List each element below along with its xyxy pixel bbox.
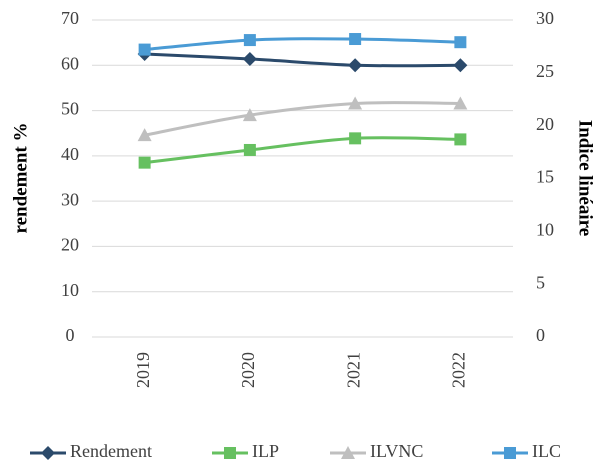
series-line [144, 37, 461, 52]
data-point [454, 36, 467, 49]
x-tick-label: 2022 [449, 352, 469, 388]
data-point [454, 133, 467, 146]
series-line [144, 101, 461, 137]
data-point [348, 58, 363, 73]
data-point [243, 34, 256, 47]
y2-tick-label: 15 [536, 167, 554, 187]
series-line [144, 136, 461, 165]
data-point [243, 143, 256, 156]
y-axis-title: rendement % [10, 123, 31, 234]
x-tick-label: 2021 [343, 352, 363, 388]
data-point [138, 43, 151, 56]
data-point [348, 96, 363, 110]
legend-marker [224, 447, 236, 459]
y-tick-label: 30 [61, 189, 79, 209]
data-point [349, 33, 362, 46]
y2-tick-label: 20 [536, 114, 554, 134]
x-tick-label: 2020 [238, 352, 258, 388]
y2-tick-label: 25 [536, 61, 554, 81]
data-point [242, 108, 257, 122]
y-tick-label: 50 [61, 99, 79, 119]
y-tick-label: 10 [61, 280, 79, 300]
legend-marker [504, 447, 516, 459]
y-tick-label: 0 [66, 325, 75, 345]
legend-label: ILC [532, 441, 561, 461]
data-point [349, 132, 362, 145]
data-point [242, 51, 257, 66]
data-point [453, 58, 468, 73]
data-point [138, 156, 151, 169]
legend-label: ILP [252, 441, 279, 461]
legend-marker [41, 446, 55, 460]
y2-tick-label: 0 [536, 325, 545, 345]
legend-marker [341, 446, 355, 459]
data-point [453, 96, 468, 110]
y2-tick-label: 30 [536, 8, 554, 28]
y2-axis-title: Indice linéaire [575, 120, 596, 236]
y-tick-label: 20 [61, 235, 79, 255]
legend-label: ILVNC [370, 441, 423, 461]
y-tick-label: 60 [61, 53, 79, 73]
y-tick-label: 70 [61, 8, 79, 28]
series-line [144, 52, 461, 68]
x-tick-label: 2019 [133, 352, 153, 388]
legend-label: Rendement [70, 441, 152, 461]
y-tick-label: 40 [61, 144, 79, 164]
y2-tick-label: 5 [536, 272, 545, 292]
y2-tick-label: 10 [536, 219, 554, 239]
data-point [137, 128, 152, 142]
